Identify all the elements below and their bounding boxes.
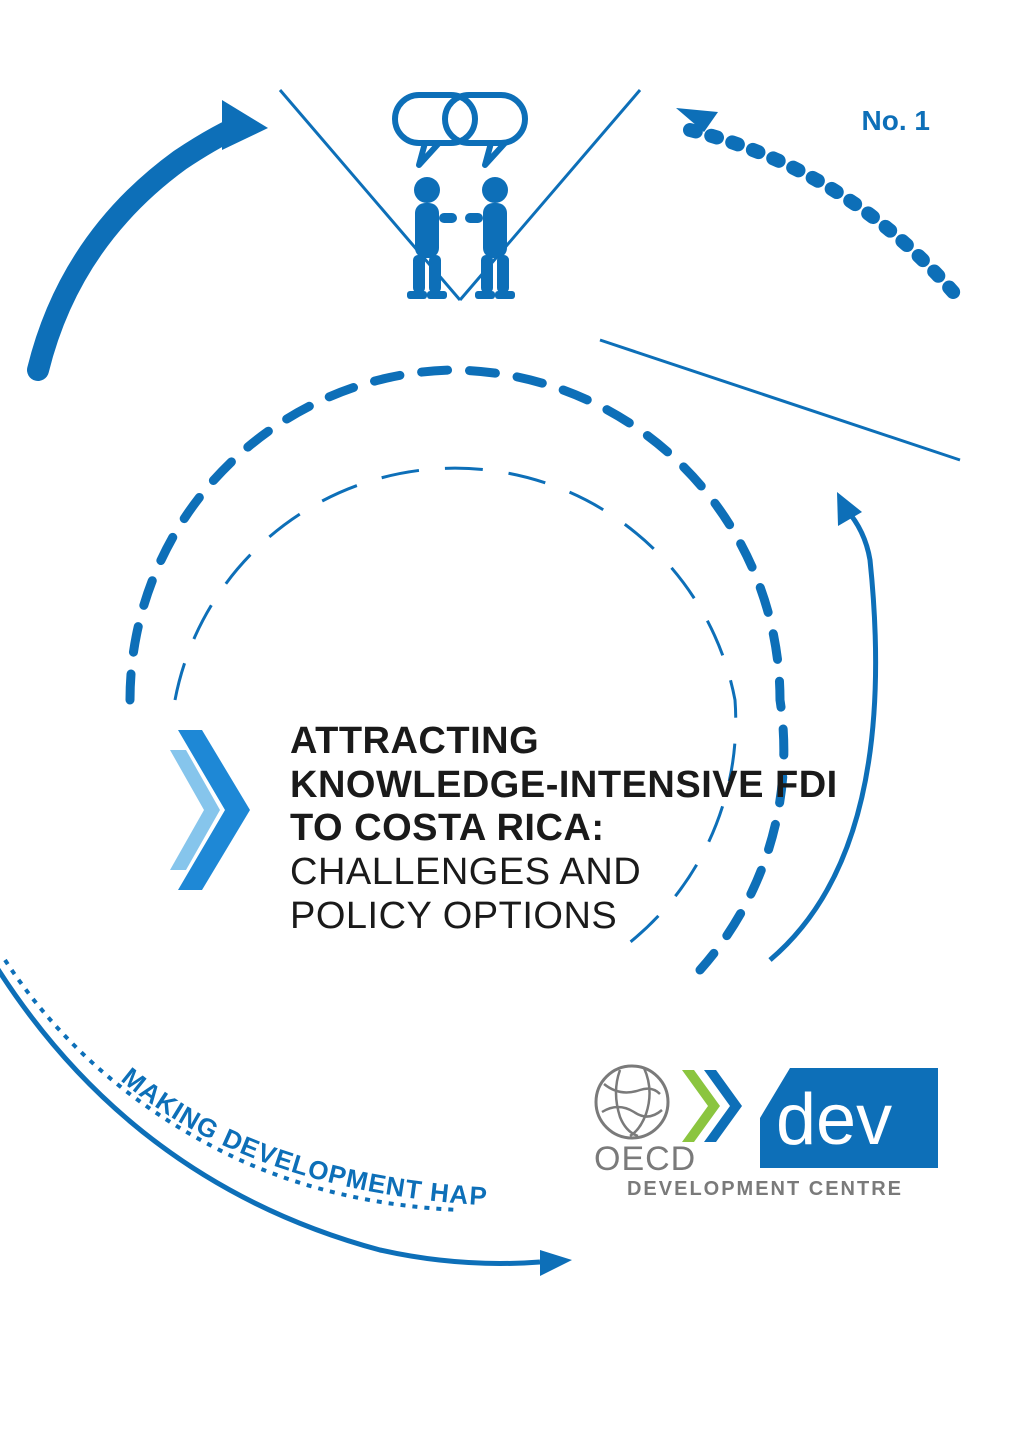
- diagram-svg: MAKING DEVELOPMENT HAPPEN: [0, 0, 1020, 1436]
- oecd-wordmark: OECD: [594, 1140, 696, 1172]
- title-line-4: CHALLENGES AND: [290, 851, 838, 895]
- title-line-5: POLICY OPTIONS: [290, 895, 838, 939]
- footer-logo: OECD dev DEVELOPMENT CENTRE: [590, 1062, 940, 1201]
- title-line-2: KNOWLEDGE-INTENSIVE FDI: [290, 764, 838, 808]
- oecd-dev-logo-icon: OECD dev: [590, 1062, 940, 1172]
- curved-tagline: MAKING DEVELOPMENT HAPPEN: [0, 0, 489, 1211]
- title-block: ATTRACTING KNOWLEDGE-INTENSIVE FDI TO CO…: [170, 720, 838, 938]
- footer-subtitle: DEVELOPMENT CENTRE: [627, 1178, 903, 1201]
- svg-text:MAKING DEVELOPMENT HAPPEN: MAKING DEVELOPMENT HAPPEN: [0, 0, 489, 1211]
- title-line-1: ATTRACTING: [290, 720, 838, 764]
- oecd-chevron-icon: [170, 720, 265, 900]
- issue-number: No. 1: [862, 105, 930, 137]
- people-talking-icon: [395, 95, 525, 299]
- cover-canvas: MAKING DEVELOPMENT HAPPEN: [0, 0, 1020, 1436]
- dev-wordmark: dev: [776, 1080, 892, 1160]
- title-text: ATTRACTING KNOWLEDGE-INTENSIVE FDI TO CO…: [290, 720, 838, 938]
- title-line-3: TO COSTA RICA:: [290, 807, 838, 851]
